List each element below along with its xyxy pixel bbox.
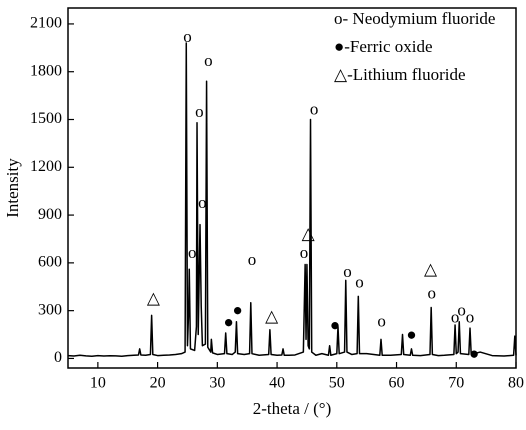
- peak-marker: ●: [469, 344, 479, 363]
- peak-marker: △: [302, 224, 316, 243]
- plot-frame: [67, 7, 517, 369]
- peak-marker: o: [195, 102, 204, 121]
- x-tick-label: 30: [209, 375, 225, 392]
- peak-marker: o: [451, 308, 460, 327]
- peak-marker: o: [355, 272, 364, 291]
- peak-marker: ●: [233, 300, 243, 319]
- y-tick-label: 1800: [30, 62, 62, 79]
- peak-marker: o: [466, 308, 475, 327]
- peak-marker: o: [428, 284, 437, 303]
- peak-marker: o: [457, 300, 466, 319]
- y-axis-label: Intensity: [3, 158, 22, 218]
- y-tick-label: 600: [38, 254, 62, 271]
- x-tick-label: 20: [150, 375, 166, 392]
- y-tick-label: 300: [38, 301, 62, 318]
- x-tick-label: 70: [448, 375, 464, 392]
- y-tick-label: 0: [54, 349, 62, 366]
- peak-marker: o: [188, 243, 197, 262]
- x-tick-label: 60: [389, 375, 405, 392]
- x-tick-label: 40: [269, 375, 285, 392]
- peak-marker: o: [183, 27, 192, 46]
- y-tick-label: 1200: [30, 158, 62, 175]
- legend-entry: △-Lithium fluoride: [334, 65, 466, 84]
- x-tick-label: 50: [329, 375, 345, 392]
- x-tick-label: 80: [508, 375, 524, 392]
- peak-marker: ●: [330, 315, 340, 334]
- y-tick-label: 1500: [30, 110, 62, 127]
- peak-marker: △: [265, 306, 279, 325]
- legend-entry: o- Neodymium fluoride: [334, 9, 495, 28]
- y-tick-label: 900: [38, 206, 62, 223]
- x-tick-label: 10: [90, 375, 106, 392]
- peak-marker: △: [424, 260, 438, 279]
- peak-marker: o: [377, 312, 386, 331]
- y-tick-label: 2100: [30, 15, 62, 32]
- peak-marker: o: [204, 51, 213, 70]
- peak-marker: o: [300, 243, 309, 262]
- peak-marker: o: [310, 100, 319, 119]
- peak-marker: o: [343, 262, 352, 281]
- peak-marker: o: [198, 193, 207, 212]
- x-axis-label: 2-theta / (°): [253, 399, 332, 418]
- peak-marker: ●: [224, 312, 234, 331]
- peak-marker: ●: [406, 325, 416, 344]
- peak-marker: △: [147, 288, 161, 307]
- legend-entry: ●-Ferric oxide: [334, 37, 433, 56]
- peak-marker: o: [248, 250, 257, 269]
- xrd-pattern: [67, 42, 517, 357]
